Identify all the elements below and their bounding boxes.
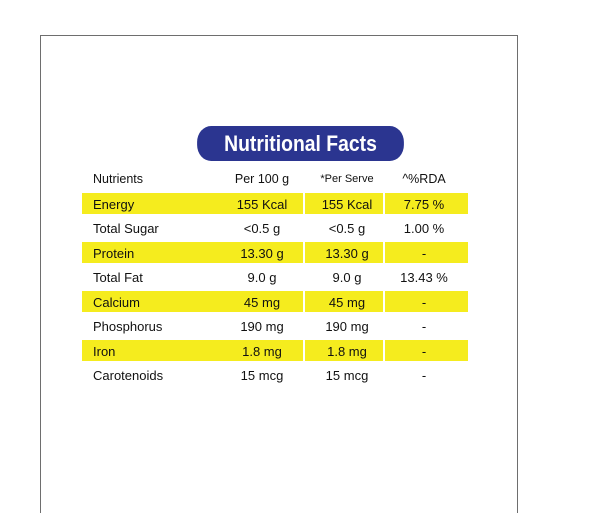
per-serve-value: 155 Kcal (321, 196, 373, 212)
nutrient-name: Total Sugar (93, 221, 159, 237)
per-serve-value: 190 mg (325, 319, 369, 335)
table-row: Phosphorus 190 mg 190 mg - (82, 315, 468, 340)
column-separator (303, 242, 305, 263)
nutrient-name: Energy (93, 196, 135, 212)
per-100g-value: 1.8 mg (242, 343, 282, 359)
per-100g-value: 190 mg (240, 319, 284, 335)
per-100g-value: 45 mg (243, 294, 281, 310)
column-header-per-serve: *Per Serve (320, 173, 374, 185)
rda-value: - (421, 368, 427, 384)
nutrient-name: Phosphorus (93, 319, 163, 335)
table-row: Calcium 45 mg 45 mg - (82, 290, 468, 315)
column-separator (383, 242, 385, 263)
per-100g-value: 155 Kcal (236, 196, 288, 212)
column-header-nutrients: Nutrients (93, 172, 144, 186)
per-serve-value: 15 mcg (325, 368, 369, 384)
document-frame (40, 35, 518, 513)
rda-value: - (421, 343, 427, 359)
row-highlight (82, 340, 468, 361)
per-serve-value: <0.5 g (328, 221, 366, 237)
page-title: Nutritional Facts (224, 130, 377, 156)
nutrient-name: Iron (93, 343, 116, 359)
column-header-rda: ^%RDA (402, 172, 446, 186)
column-separator (303, 340, 305, 361)
nutrient-name: Protein (93, 245, 135, 261)
column-header-per-100g: Per 100 g (234, 172, 290, 186)
per-serve-value: 1.8 mg (327, 343, 367, 359)
row-highlight (82, 242, 468, 263)
column-separator (303, 193, 305, 214)
per-100g-value: 9.0 g (247, 270, 277, 286)
table-row: Protein 13.30 g 13.30 g - (82, 241, 468, 266)
nutrient-name: Total Fat (93, 270, 143, 286)
table-row: Iron 1.8 mg 1.8 mg - (82, 339, 468, 364)
nutrition-table: Nutrients Per 100 g *Per Serve ^%RDA Ene… (82, 166, 468, 388)
per-100g-value: 13.30 g (240, 245, 284, 261)
rda-value: 7.75 % (403, 196, 445, 212)
table-row: Energy 155 Kcal 155 Kcal 7.75 % (82, 192, 468, 217)
rda-value: 13.43 % (400, 270, 448, 286)
per-100g-value: <0.5 g (243, 221, 281, 237)
rda-value: - (421, 319, 427, 335)
table-row: Carotenoids 15 mcg 15 mcg - (82, 364, 468, 389)
nutrient-name: Calcium (93, 294, 140, 310)
column-separator (383, 193, 385, 214)
nutrient-name: Carotenoids (93, 368, 164, 384)
per-serve-value: 9.0 g (332, 270, 362, 286)
per-serve-value: 45 mg (328, 294, 366, 310)
column-separator (303, 291, 305, 312)
row-highlight (82, 291, 468, 312)
table-row: Total Fat 9.0 g 9.0 g 13.43 % (82, 266, 468, 291)
per-serve-value: 13.30 g (325, 245, 369, 261)
column-separator (383, 291, 385, 312)
table-header-row: Nutrients Per 100 g *Per Serve ^%RDA (82, 166, 468, 192)
column-separator (383, 340, 385, 361)
table-row: Total Sugar <0.5 g <0.5 g 1.00 % (82, 217, 468, 242)
rda-value: - (421, 294, 427, 310)
row-highlight (82, 193, 468, 214)
rda-value: - (421, 245, 427, 261)
rda-value: 1.00 % (403, 221, 445, 237)
per-100g-value: 15 mcg (240, 368, 284, 384)
table-body: Energy 155 Kcal 155 Kcal 7.75 % Total Sugar <… (82, 192, 468, 388)
nutrition-title-banner: Nutritional Facts (197, 126, 404, 161)
